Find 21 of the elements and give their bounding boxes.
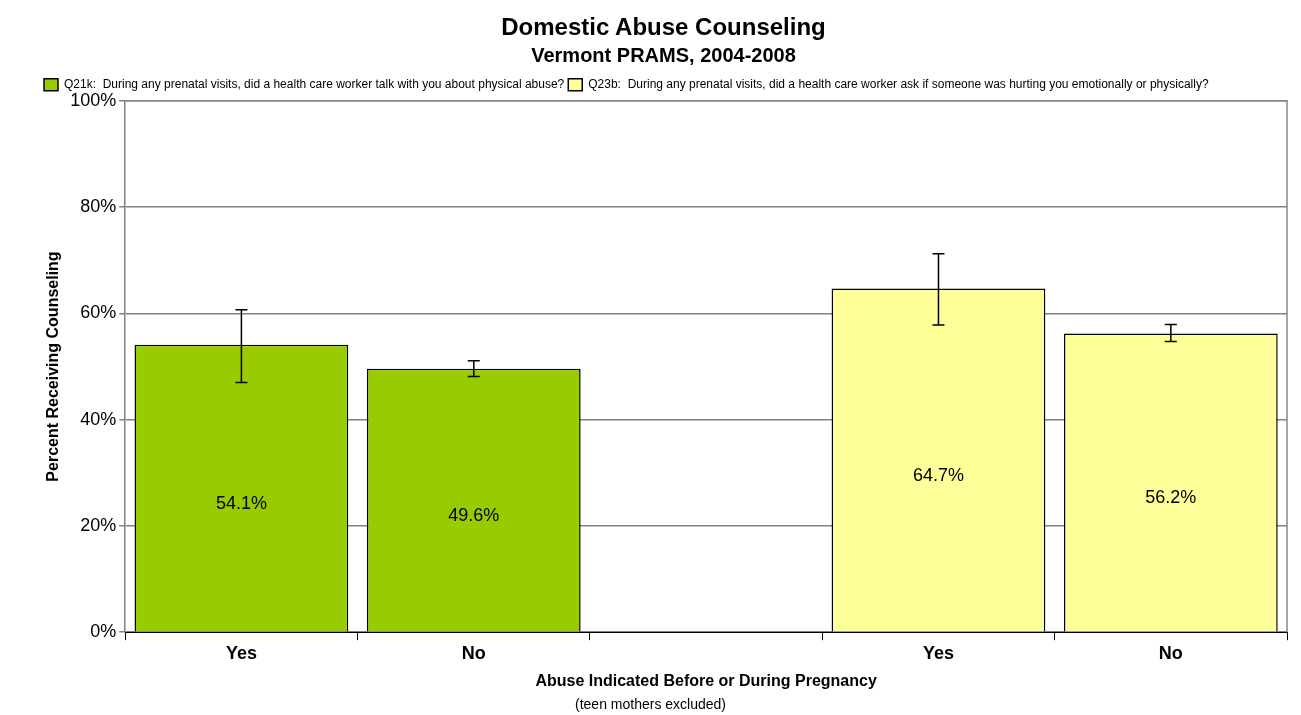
chart-subtitle: Vermont PRAMS, 2004-2008 [531,44,796,67]
x-tick-label: No [461,642,486,663]
y-tick-label: 100% [70,89,117,110]
y-tick-label: 80% [80,196,117,217]
data-label: 56.2% [1145,487,1197,508]
text: (teen mothers excluded) [574,696,727,712]
data-label: 64.7% [912,464,964,485]
y-tick-label: 40% [80,408,117,429]
data-label: 54.1% [215,493,267,514]
chart-title: Domestic Abuse Counseling [501,13,826,41]
y-axis-title: Percent Receiving Counseling [44,251,62,482]
legend-label: Q21k: During any prenatal visits, did a health care worker talk with you about physical abuse? [64,77,565,92]
x-tick-label: Yes [225,642,257,663]
x-tick-label: Yes [922,642,954,663]
y-tick-label: 0% [90,621,117,642]
y-tick-label: 20% [80,514,117,535]
legend-label: Q23b: During any prenatal visits, did a health care worker ask if someone was hurting you emotionally or physically? [588,77,1209,92]
data-label: 49.6% [448,505,500,526]
x-axis-title: Abuse Indicated Before or During Pregnancy [535,671,877,689]
y-tick-label: 60% [80,302,117,323]
x-tick-label: No [1158,642,1183,663]
